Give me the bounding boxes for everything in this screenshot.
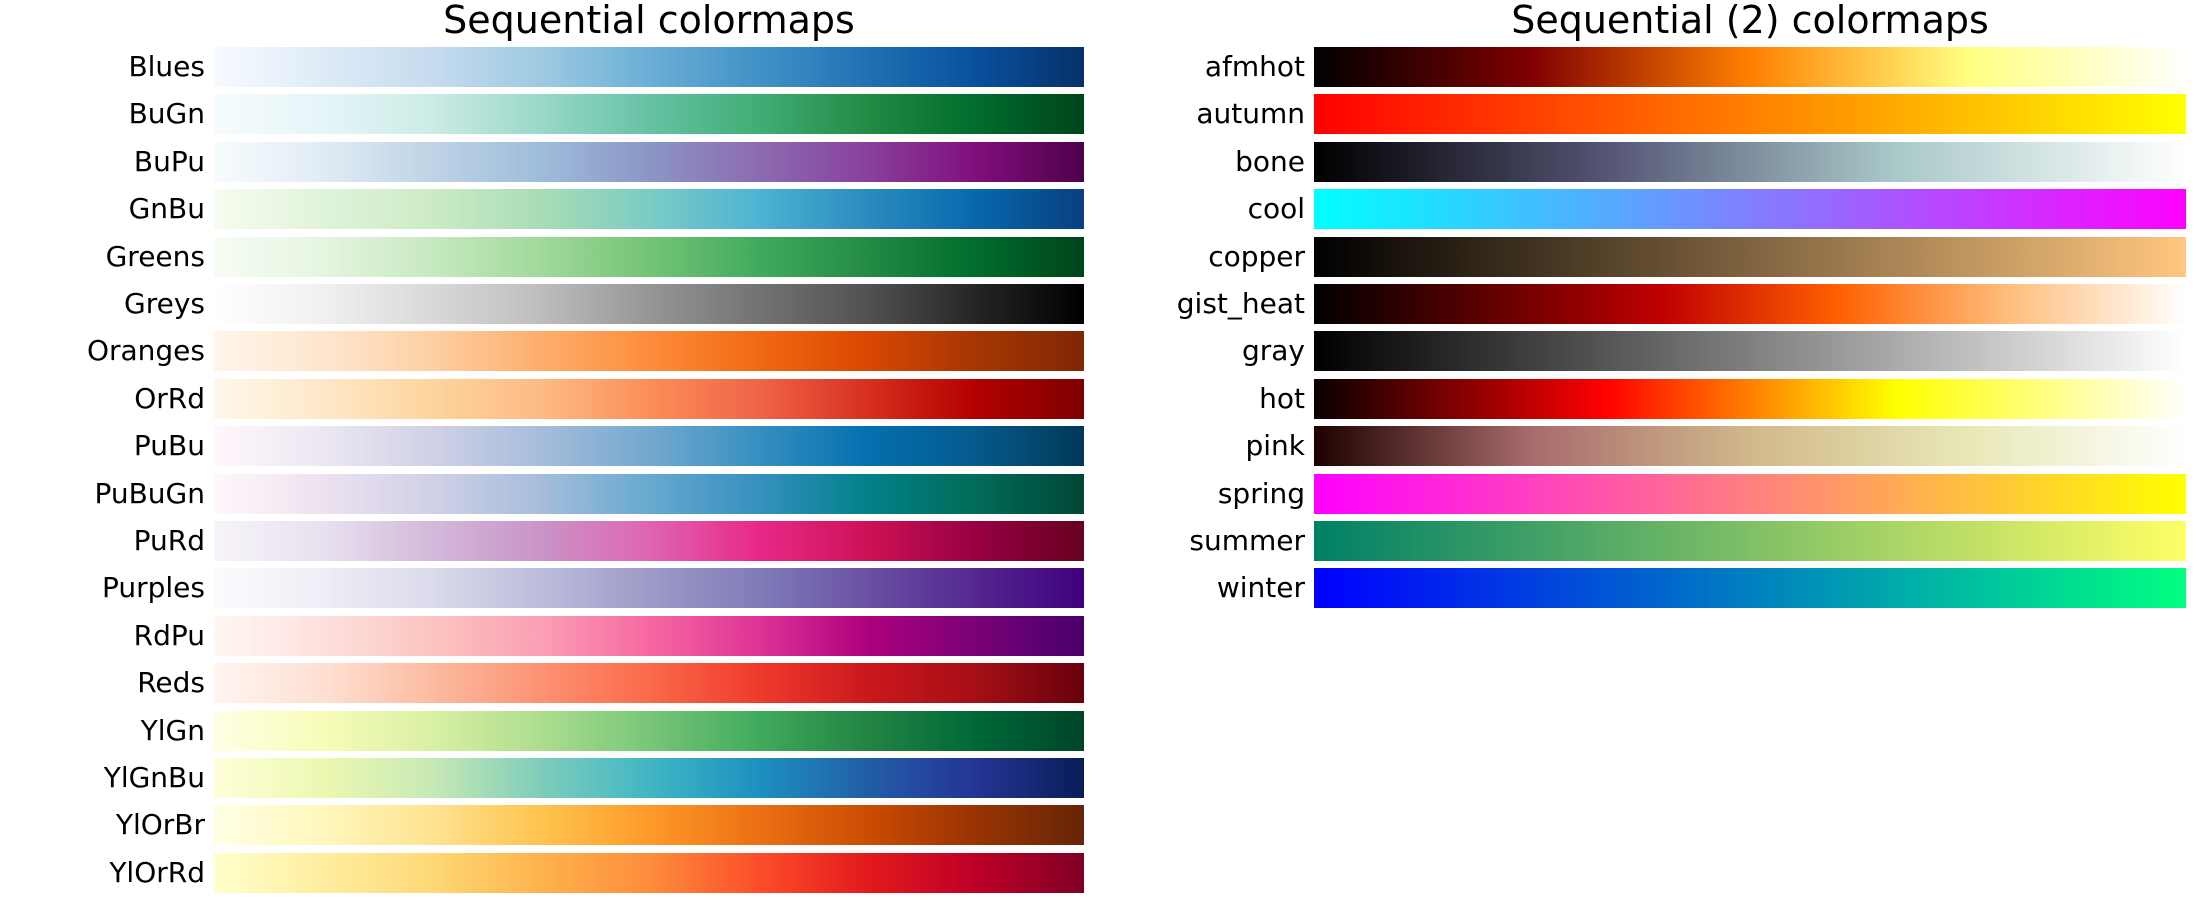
colormap-row-spring: spring: [1100, 473, 2186, 514]
colormap-gradient-bar: [1314, 521, 2186, 561]
colormap-row-pink: pink: [1100, 426, 2186, 467]
colormap-label: BuPu: [133, 144, 205, 178]
colormap-label: bone: [1235, 144, 1305, 178]
colormap-row-GnBu: GnBu: [0, 189, 1084, 230]
colormap-gradient-bar: [1314, 236, 2186, 277]
colormap-label: Purples: [101, 571, 205, 605]
colormap-label: YlOrRd: [109, 855, 205, 889]
colormap-row-cool: cool: [1100, 189, 2186, 230]
colormap-label: gray: [1241, 334, 1305, 368]
colormap-gradient-bar: [214, 378, 1084, 419]
colormap-label: copper: [1208, 239, 1305, 273]
colormap-gradient-bar: [1314, 378, 2186, 419]
colormap-label: YlOrBr: [115, 808, 205, 842]
colormap-row-Oranges: Oranges: [0, 331, 1084, 372]
colormap-row-Greys: Greys: [0, 284, 1084, 324]
colormap-label: YlGnBu: [103, 761, 205, 794]
colormap-label: summer: [1189, 524, 1305, 557]
colormap-label: pink: [1245, 429, 1305, 463]
colormap-label: autumn: [1196, 97, 1305, 131]
colormap-label: OrRd: [134, 381, 205, 415]
colormap-row-PuBu: PuBu: [0, 426, 1084, 467]
colormap-gradient-bar: [1314, 141, 2186, 182]
colormap-row-RdPu: RdPu: [0, 615, 1084, 656]
colormap-label: Greys: [124, 287, 205, 320]
colormap-label: Blues: [128, 50, 205, 83]
colormap-gradient-bar: [1314, 568, 2186, 609]
colormap-row-summer: summer: [1100, 521, 2186, 561]
colormap-gradient-bar: [214, 758, 1084, 798]
colormap-gradient-bar: [214, 47, 1084, 87]
colormap-gradient-bar: [214, 189, 1084, 230]
colormap-gradient-bar: [214, 473, 1084, 514]
colormap-label: YlGn: [140, 713, 205, 747]
colormap-gradient-bar: [1314, 284, 2186, 324]
colormap-gradient-bar: [214, 141, 1084, 182]
colormap-gradient-bar: [1314, 189, 2186, 230]
colormap-label: RdPu: [133, 618, 205, 652]
colormap-row-YlGn: YlGn: [0, 710, 1084, 751]
colormap-gradient-bar: [1314, 473, 2186, 514]
colormap-row-hot: hot: [1100, 378, 2186, 419]
colormap-row-gray: gray: [1100, 331, 2186, 372]
colormap-gradient-bar: [214, 331, 1084, 372]
colormap-label: winter: [1216, 571, 1305, 605]
colormap-row-Reds: Reds: [0, 663, 1084, 704]
colormap-gradient-bar: [1314, 94, 2186, 135]
colormap-row-gist_heat: gist_heat: [1100, 284, 2186, 324]
colormap-gradient-bar: [214, 426, 1084, 467]
colormap-label: PuBu: [133, 429, 205, 463]
colormap-row-winter: winter: [1100, 568, 2186, 609]
colormap-label: PuRd: [133, 524, 205, 557]
colormap-label: afmhot: [1204, 50, 1305, 83]
colormap-label: gist_heat: [1176, 287, 1305, 320]
colormap-label: cool: [1247, 192, 1305, 226]
colormap-gradient-bar: [214, 805, 1084, 846]
colormap-row-bone: bone: [1100, 141, 2186, 182]
colormap-gradient-bar: [214, 94, 1084, 135]
colormap-row-Greens: Greens: [0, 236, 1084, 277]
colormap-gradient-bar: [214, 284, 1084, 324]
colormap-label: PuBuGn: [94, 476, 205, 510]
colormap-row-PuRd: PuRd: [0, 521, 1084, 561]
colormap-row-PuBuGn: PuBuGn: [0, 473, 1084, 514]
colormap-gradient-bar: [1314, 426, 2186, 467]
colormap-label: BuGn: [128, 97, 205, 131]
colormap-gradient-bar: [1314, 331, 2186, 372]
colormap-row-BuGn: BuGn: [0, 94, 1084, 135]
colormap-gradient-bar: [214, 710, 1084, 751]
colormap-gradient-bar: [214, 852, 1084, 893]
colormap-gradient-bar: [214, 663, 1084, 704]
colormap-row-BuPu: BuPu: [0, 141, 1084, 182]
colormap-label: GnBu: [128, 192, 205, 226]
panel-title: Sequential (2) colormaps: [1511, 0, 1989, 42]
colormap-label: Greens: [105, 239, 205, 273]
colormap-row-copper: copper: [1100, 236, 2186, 277]
colormap-label: spring: [1217, 476, 1305, 510]
colormap-gradient-bar: [214, 615, 1084, 656]
colormap-label: Oranges: [86, 334, 205, 368]
colormap-row-autumn: autumn: [1100, 94, 2186, 135]
colormap-row-OrRd: OrRd: [0, 378, 1084, 419]
colormap-row-afmhot: afmhot: [1100, 47, 2186, 87]
colormap-label: hot: [1259, 381, 1305, 415]
colormap-row-YlGnBu: YlGnBu: [0, 758, 1084, 798]
colormap-row-Purples: Purples: [0, 568, 1084, 609]
colormap-label: Reds: [137, 666, 205, 700]
colormap-row-YlOrBr: YlOrBr: [0, 805, 1084, 846]
colormap-gradient-bar: [214, 568, 1084, 609]
colormap-gradient-bar: [214, 236, 1084, 277]
colormap-gradient-bar: [1314, 47, 2186, 87]
colormap-row-Blues: Blues: [0, 47, 1084, 87]
panel-title: Sequential colormaps: [443, 0, 855, 42]
colormap-gradient-bar: [214, 521, 1084, 561]
colormap-row-YlOrRd: YlOrRd: [0, 852, 1084, 893]
